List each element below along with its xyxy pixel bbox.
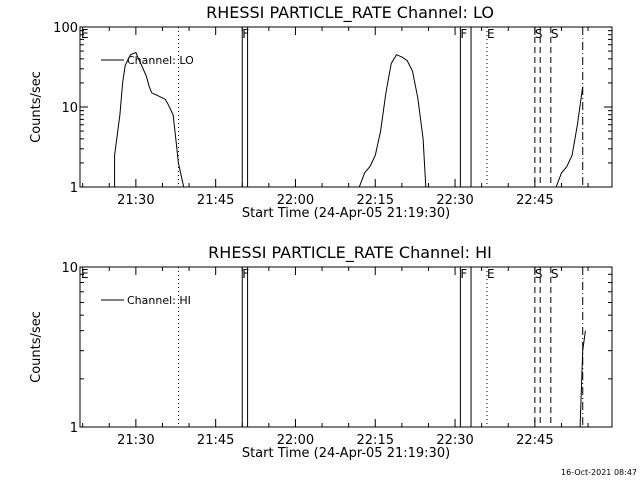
plot-frame <box>79 26 613 188</box>
y-axis-label: Counts/sec <box>29 71 44 143</box>
event-label: E <box>487 27 495 41</box>
y-axis-label: Counts/sec <box>29 311 44 383</box>
x-tick-label: 22:00 <box>277 433 314 448</box>
event-label: F <box>460 267 467 281</box>
x-tick-label: 22:15 <box>357 193 394 208</box>
x-tick-label: 21:30 <box>117 433 154 448</box>
event-label: S <box>535 27 543 41</box>
event-label: E <box>487 267 495 281</box>
event-label: S <box>551 27 559 41</box>
x-tick-label: 22:45 <box>516 193 553 208</box>
y-tick-label: 10 <box>61 101 78 116</box>
series-line <box>358 54 427 188</box>
y-tick-label: 100 <box>53 21 78 36</box>
plot-frame <box>79 266 613 428</box>
x-axis-label: Start Time (24-Apr-05 21:19:30) <box>242 446 450 461</box>
event-label: S <box>551 267 559 281</box>
x-tick-label: 22:00 <box>277 193 314 208</box>
x-axis-label: Start Time (24-Apr-05 21:19:30) <box>242 206 450 221</box>
y-tick-label: 1 <box>70 181 78 196</box>
x-tick-label: 21:45 <box>197 193 234 208</box>
event-label: S <box>535 267 543 281</box>
chart-title: RHESSI PARTICLE_RATE Channel: HI <box>208 243 492 263</box>
legend-label: Channel: LO <box>127 54 194 67</box>
panel-lo: RHESSI PARTICLE_RATE Channel: LO 21:30 21:… <box>29 3 613 221</box>
x-tick-label: 22:45 <box>516 433 553 448</box>
event-label: F <box>242 27 249 41</box>
timestamp: 16-Oct-2021 08:47 <box>561 468 637 477</box>
event-label: E <box>81 267 89 281</box>
series-line <box>579 330 586 428</box>
x-tick-label: 22:30 <box>436 193 473 208</box>
y-tick-label: 10 <box>61 261 78 276</box>
event-label: F <box>460 27 467 41</box>
x-tick-label: 22:15 <box>357 433 394 448</box>
event-label: E <box>81 27 89 41</box>
series-line <box>555 86 584 188</box>
legend-label: Channel: HI <box>127 294 191 307</box>
x-tick-label: 21:30 <box>117 193 154 208</box>
x-tick-label: 21:45 <box>197 433 234 448</box>
panel-hi: RHESSI PARTICLE_RATE Channel: HI 21:30 21:… <box>29 243 613 461</box>
series-line <box>114 51 185 188</box>
event-label: F <box>242 267 249 281</box>
x-tick-label: 22:30 <box>436 433 473 448</box>
chart-title: RHESSI PARTICLE_RATE Channel: LO <box>206 3 494 23</box>
y-tick-label: 1 <box>70 421 78 436</box>
